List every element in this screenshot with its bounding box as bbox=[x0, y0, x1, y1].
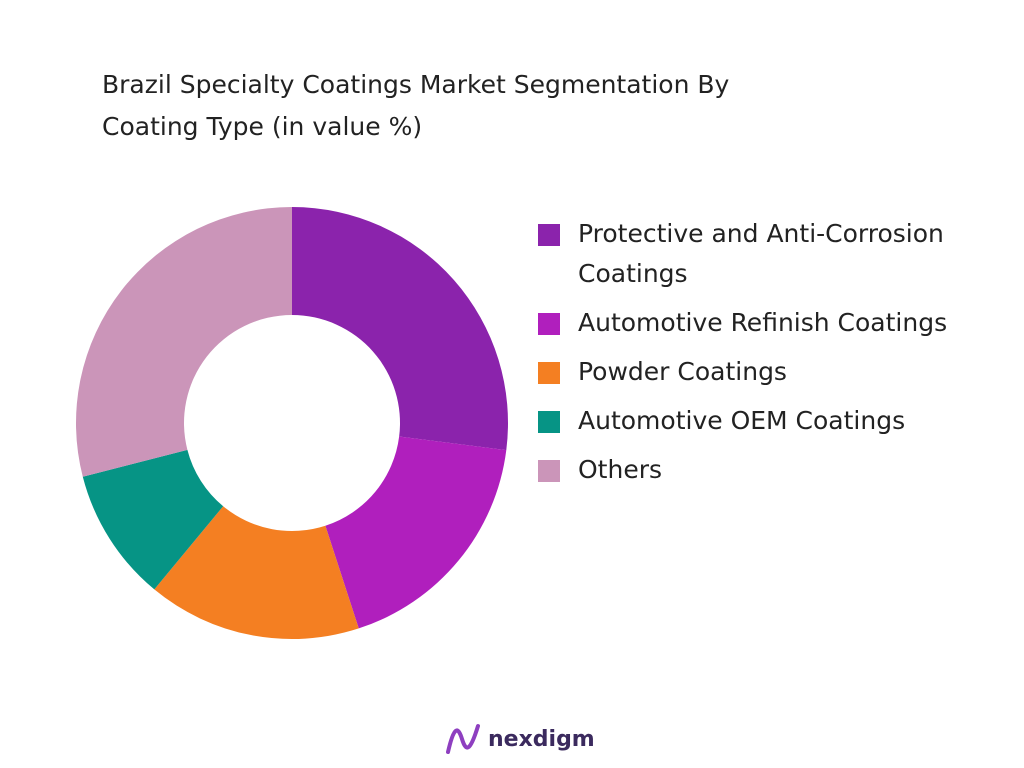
donut-slice bbox=[292, 207, 509, 451]
legend-swatch bbox=[538, 224, 560, 246]
legend-item: Automotive OEM Coatings bbox=[538, 401, 978, 441]
chart bbox=[75, 207, 509, 639]
legend: Protective and Anti-Corrosion Coatings Au… bbox=[538, 214, 978, 499]
logo: nexdigm bbox=[444, 722, 595, 756]
legend-item: Automotive Refinish Coatings bbox=[538, 303, 978, 343]
donut-slice bbox=[82, 449, 224, 590]
donut-slice bbox=[154, 506, 359, 639]
legend-swatch bbox=[538, 411, 560, 433]
legend-label: Powder Coatings bbox=[578, 357, 787, 386]
legend-label: Automotive Refinish Coatings bbox=[578, 308, 948, 337]
legend-swatch bbox=[538, 362, 560, 384]
legend-label: Others bbox=[578, 455, 663, 484]
legend-item: Protective and Anti-Corrosion Coatings bbox=[538, 214, 978, 294]
legend-item: Powder Coatings bbox=[538, 352, 978, 392]
donut-slice bbox=[75, 207, 292, 477]
legend-swatch bbox=[538, 460, 560, 482]
donut-slice bbox=[325, 436, 507, 629]
legend-item: Others bbox=[538, 450, 978, 490]
logo-icon bbox=[446, 724, 480, 754]
legend-label: Protective and Anti-Corrosion Coatings bbox=[578, 219, 944, 288]
legend-swatch bbox=[538, 313, 560, 335]
legend-label: Automotive OEM Coatings bbox=[578, 406, 906, 435]
chart-title: Brazil Specialty Coatings Market Segment… bbox=[102, 70, 730, 141]
logo-text: nexdigm bbox=[488, 726, 595, 752]
